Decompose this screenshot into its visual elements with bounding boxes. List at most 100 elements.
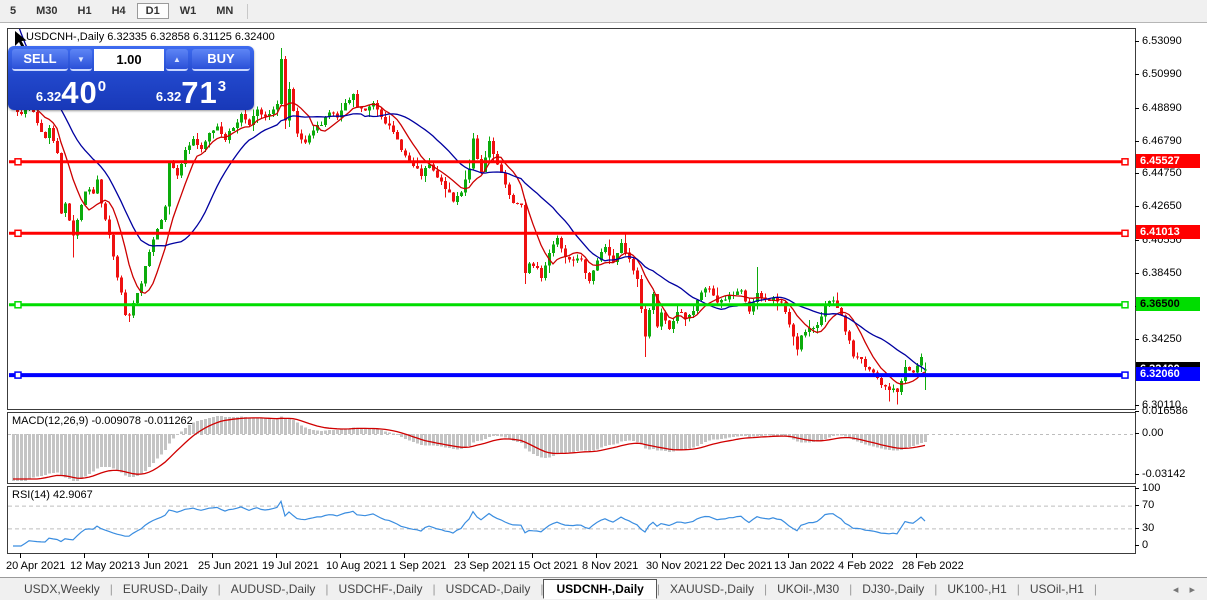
level-line-handle[interactable]	[1121, 158, 1129, 166]
sell-price-sup: 0	[97, 78, 107, 95]
chart-tab-usdcad-daily[interactable]: USDCAD-,Daily	[445, 582, 531, 596]
sell-price-display[interactable]: 6.32 40 0	[12, 75, 130, 108]
mouse-cursor-icon	[15, 31, 27, 48]
buy-button[interactable]: BUY	[192, 49, 250, 71]
timeframe-button-mn[interactable]: MN	[216, 5, 234, 17]
axis-tick	[1135, 433, 1139, 434]
level-line-handle[interactable]	[14, 229, 22, 238]
chart-tab-ukoil-m30[interactable]: UKOil-,M30	[777, 582, 840, 596]
buy-price-small: 6.32	[155, 89, 182, 104]
sell-button[interactable]: SELL	[12, 49, 68, 71]
chart-tab-dj30-daily[interactable]: DJ30-,Daily	[862, 582, 925, 596]
level-line-handle[interactable]	[14, 301, 22, 309]
axis-tick	[1135, 505, 1139, 506]
toolbar-separator	[247, 3, 249, 19]
timeframe-button-5[interactable]: 5	[10, 5, 17, 17]
sell-price-big: 40	[61, 75, 98, 110]
axis-tick	[1135, 41, 1139, 42]
chart-tab-bar: USDX,Weekly | EURUSD-,Daily | AUDUSD-,Daily |…	[0, 577, 1207, 600]
axis-tick	[1135, 240, 1139, 241]
date-tick	[724, 553, 725, 558]
chart-tab-uk100-h1[interactable]: UK100-,H1	[947, 582, 1007, 596]
chart-tab-usdchf-daily[interactable]: USDCHF-,Daily	[338, 582, 423, 596]
price-axis-label: 6.46790	[1142, 135, 1182, 147]
date-label: 19 Jul 2021	[262, 560, 319, 572]
chart-tab-usdcnh-daily[interactable]: USDCNH-,Daily	[543, 579, 657, 599]
price-chart-plot[interactable]	[8, 29, 1133, 407]
date-tick	[276, 553, 277, 558]
level-price-badge: 6.32060	[1136, 367, 1200, 381]
volume-increase-button[interactable]: ▲	[166, 49, 188, 71]
date-tick	[20, 553, 21, 558]
axis-tick	[1135, 273, 1139, 274]
axis-tick	[1135, 206, 1139, 207]
sell-price-small: 6.32	[35, 89, 62, 104]
chart-tab-usdx-weekly[interactable]: USDX,Weekly	[24, 582, 100, 596]
macd-plot[interactable]	[8, 413, 1133, 481]
tab-separator: |	[217, 582, 221, 596]
chart-tab-xauusd-daily[interactable]: XAUUSD-,Daily	[669, 582, 754, 596]
date-tick	[340, 553, 341, 558]
macd-histogram	[12, 416, 927, 481]
level-price-badge: 6.41013	[1136, 225, 1200, 239]
timeframe-button-w1[interactable]: W1	[179, 5, 197, 17]
timeframe-button-d1[interactable]: D1	[136, 3, 169, 19]
tab-separator: |	[1016, 582, 1020, 596]
date-label: 25 Jun 2021	[198, 560, 259, 572]
timeframe-button-h4[interactable]: H4	[111, 5, 126, 17]
macd-indicator-pane[interactable]	[7, 412, 1136, 484]
tab-separator: |	[109, 582, 113, 596]
date-tick	[788, 553, 789, 558]
macd-axis-label: 0.00	[1142, 427, 1164, 439]
level-line-handle[interactable]	[14, 371, 22, 379]
rsi-axis-label: 0	[1142, 539, 1149, 551]
chart-tab-usoil-h1[interactable]: USOil-,H1	[1029, 582, 1084, 596]
macd-label: MACD(12,26,9) -0.009078 -0.011262	[12, 415, 193, 427]
timeframe-toolbar: 5 M30 H1 H4 D1 W1 MN	[0, 0, 1207, 23]
timeframe-button-h1[interactable]: H1	[77, 5, 92, 17]
macd-axis-label: 0.016586	[1142, 405, 1188, 417]
macd-signal-line	[13, 417, 926, 480]
tab-separator: |	[540, 582, 544, 596]
level-price-badge: 6.45527	[1136, 154, 1200, 168]
price-axis-label: 6.50990	[1142, 68, 1182, 80]
level-line-handle[interactable]	[1121, 229, 1129, 238]
date-label: 4 Feb 2022	[838, 560, 894, 572]
price-axis-label: 6.48890	[1142, 102, 1182, 114]
chart-tab-audusd-daily[interactable]: AUDUSD-,Daily	[230, 582, 316, 596]
level-lines-group	[9, 158, 1129, 379]
rsi-indicator-pane[interactable]	[7, 486, 1136, 554]
level-line-handle[interactable]	[14, 158, 22, 166]
level-line-handle[interactable]	[1121, 301, 1129, 309]
date-tick	[468, 553, 469, 558]
rsi-axis-label: 30	[1142, 522, 1155, 534]
axis-tick	[1135, 411, 1139, 412]
buy-price-big: 71	[181, 75, 218, 110]
axis-tick	[1135, 173, 1139, 174]
buy-price-display[interactable]: 6.32 71 3	[132, 75, 250, 108]
price-axis-label: 6.30110	[1142, 399, 1181, 411]
price-axis-label: 6.38450	[1142, 267, 1182, 279]
axis-tick	[1135, 488, 1139, 489]
date-tick	[84, 553, 85, 558]
timeframe-button-m30[interactable]: M30	[36, 5, 58, 17]
axis-tick	[1135, 74, 1139, 75]
date-tick	[148, 553, 149, 558]
chart-title: USDCNH-,Daily 6.32335 6.32858 6.31125 6.…	[26, 31, 275, 43]
rsi-line	[13, 499, 926, 547]
volume-decrease-button[interactable]: ▼	[70, 49, 92, 71]
rsi-plot[interactable]	[8, 487, 1133, 551]
date-axis: 20 Apr 2021 12 May 2021 3 Jun 2021 25 Jun 2…	[0, 553, 1207, 577]
rsi-axis-label: 70	[1142, 499, 1155, 511]
price-axis-label: 6.42650	[1142, 200, 1182, 212]
tab-separator: |	[656, 582, 660, 596]
volume-input[interactable]: 1.00	[94, 49, 164, 71]
tab-scroll-arrows[interactable]: ◂ ▸	[1172, 583, 1199, 596]
axis-tick	[1135, 108, 1139, 109]
level-line-handle[interactable]	[1121, 371, 1129, 379]
price-axis-label: 6.53090	[1142, 35, 1182, 47]
chart-tab-eurusd-daily[interactable]: EURUSD-,Daily	[122, 582, 208, 596]
rsi-axis-label: 100	[1142, 482, 1161, 494]
tab-separator: |	[849, 582, 853, 596]
chevron-up-icon: ▲	[173, 55, 181, 64]
